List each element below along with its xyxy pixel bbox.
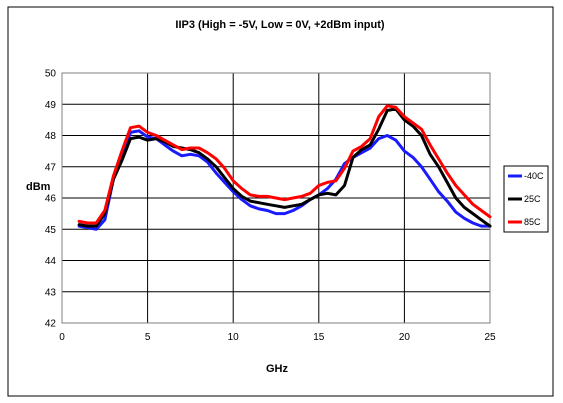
y-tick-label: 43 [45, 287, 57, 298]
legend-label: 25C [524, 194, 541, 204]
chart-frame [7, 6, 554, 397]
series-lines [77, 104, 492, 231]
y-tick-label: 48 [45, 131, 57, 142]
legend-label: -40C [524, 171, 544, 181]
series-line-0 [77, 129, 492, 231]
y-tick-label: 42 [45, 319, 57, 330]
x-axis-title: GHz [266, 363, 289, 375]
legend: -40C 25C 85C [508, 171, 544, 227]
y-tick-label: 47 [45, 162, 57, 173]
x-tick-label: 20 [399, 332, 411, 343]
series-line-2 [77, 104, 492, 225]
legend-label: 85C [524, 217, 541, 227]
x-tick-label: 0 [59, 332, 65, 343]
y-tick-label: 45 [45, 225, 57, 236]
y-tick-label: 50 [45, 69, 57, 80]
chart-title: IIP3 (High = -5V, Low = 0V, +2dBm input) [175, 19, 384, 31]
x-tick-label: 10 [228, 332, 240, 343]
y-tick-label: 46 [45, 194, 57, 205]
tick-labels: 42 43 44 45 46 47 48 49 50 0 5 10 15 20 25 [45, 69, 496, 344]
x-tick-label: 15 [313, 332, 325, 343]
series-line-1 [77, 107, 492, 228]
x-tick-label: 5 [145, 332, 151, 343]
y-tick-label: 44 [45, 256, 57, 267]
plot-area [61, 72, 491, 324]
y-axis-title: dBm [26, 181, 51, 193]
y-tick-label: 49 [45, 100, 57, 111]
x-tick-label: 25 [484, 332, 496, 343]
